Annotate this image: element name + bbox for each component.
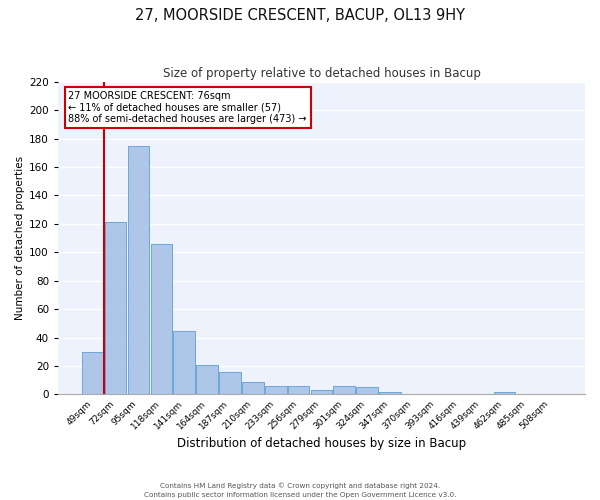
Text: 27 MOORSIDE CRESCENT: 76sqm
← 11% of detached houses are smaller (57)
88% of sem: 27 MOORSIDE CRESCENT: 76sqm ← 11% of det…	[68, 91, 307, 124]
Text: Contains HM Land Registry data © Crown copyright and database right 2024.
Contai: Contains HM Land Registry data © Crown c…	[144, 482, 456, 498]
Bar	[288, 386, 310, 394]
Bar	[242, 382, 264, 394]
Title: Size of property relative to detached houses in Bacup: Size of property relative to detached ho…	[163, 68, 481, 80]
X-axis label: Distribution of detached houses by size in Bacup: Distribution of detached houses by size …	[177, 437, 466, 450]
Bar	[82, 352, 104, 395]
Bar	[356, 388, 378, 394]
Bar	[151, 244, 172, 394]
Text: 27, MOORSIDE CRESCENT, BACUP, OL13 9HY: 27, MOORSIDE CRESCENT, BACUP, OL13 9HY	[135, 8, 465, 22]
Bar	[105, 222, 127, 394]
Bar	[494, 392, 515, 394]
Bar	[265, 386, 287, 394]
Bar	[196, 364, 218, 394]
Y-axis label: Number of detached properties: Number of detached properties	[15, 156, 25, 320]
Bar	[334, 386, 355, 394]
Bar	[128, 146, 149, 394]
Bar	[173, 330, 195, 394]
Bar	[311, 390, 332, 394]
Bar	[219, 372, 241, 394]
Bar	[379, 392, 401, 394]
